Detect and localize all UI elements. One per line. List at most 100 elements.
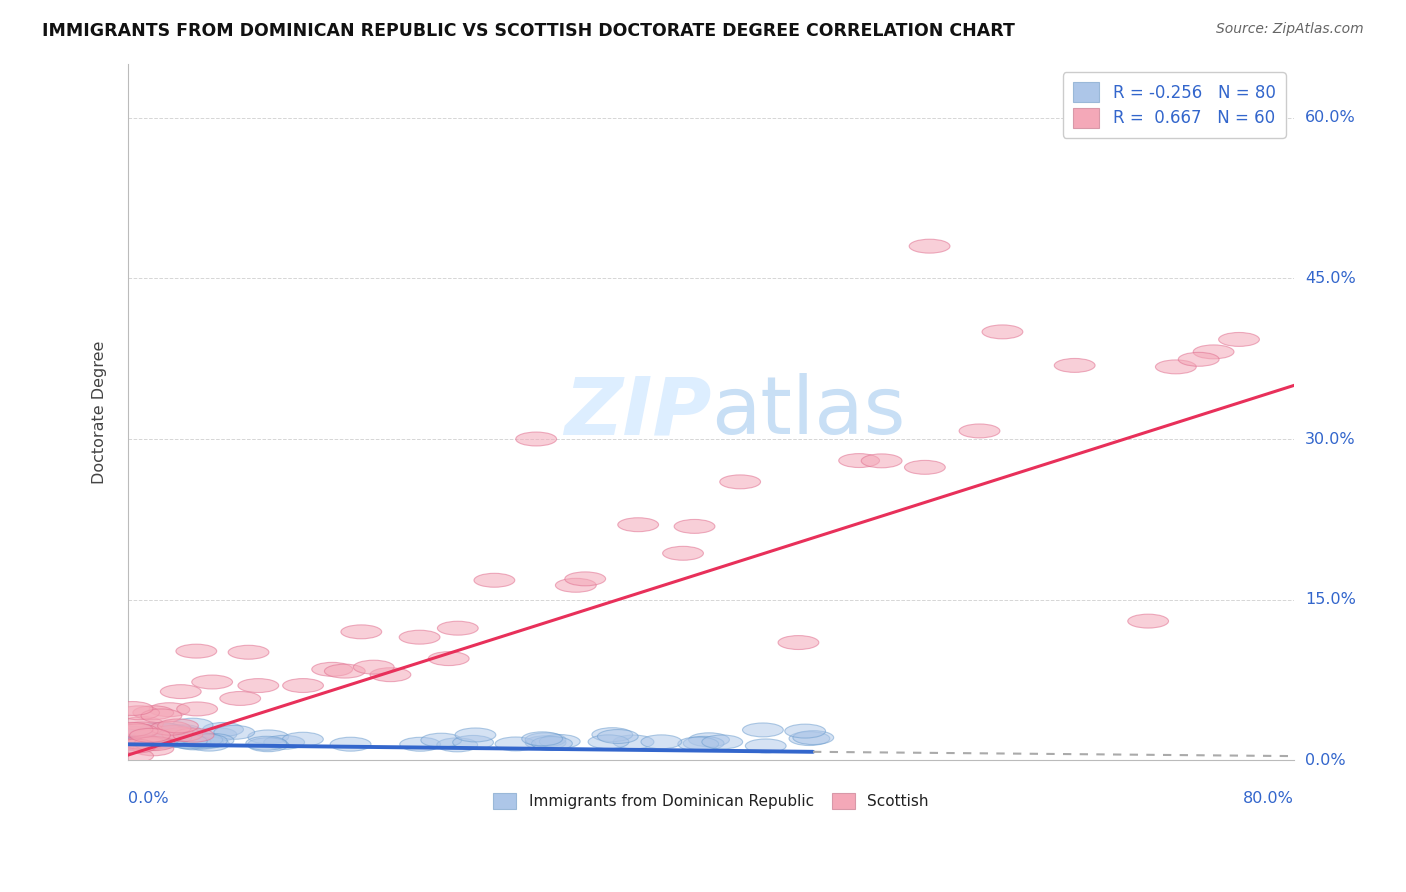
Ellipse shape: [157, 719, 198, 733]
Ellipse shape: [145, 730, 186, 744]
Text: IMMIGRANTS FROM DOMINICAN REPUBLIC VS SCOTTISH DOCTORATE DEGREE CORRELATION CHAR: IMMIGRANTS FROM DOMINICAN REPUBLIC VS SC…: [42, 22, 1015, 40]
Ellipse shape: [183, 735, 224, 749]
Ellipse shape: [330, 737, 371, 751]
Ellipse shape: [531, 737, 572, 750]
Ellipse shape: [162, 724, 202, 739]
Ellipse shape: [689, 733, 730, 747]
Text: 80.0%: 80.0%: [1243, 791, 1294, 806]
Ellipse shape: [187, 734, 228, 747]
Ellipse shape: [112, 701, 153, 715]
Ellipse shape: [641, 735, 682, 748]
Ellipse shape: [778, 636, 818, 649]
Ellipse shape: [1178, 352, 1219, 367]
Ellipse shape: [745, 739, 786, 753]
Ellipse shape: [495, 737, 536, 751]
Ellipse shape: [522, 731, 562, 746]
Ellipse shape: [134, 728, 174, 742]
Ellipse shape: [456, 728, 496, 742]
Ellipse shape: [246, 736, 287, 750]
Ellipse shape: [148, 724, 188, 739]
Ellipse shape: [176, 644, 217, 658]
Ellipse shape: [134, 733, 174, 747]
Ellipse shape: [148, 733, 188, 747]
Ellipse shape: [247, 730, 288, 744]
Ellipse shape: [117, 724, 157, 738]
Ellipse shape: [702, 735, 742, 749]
Ellipse shape: [283, 679, 323, 692]
Text: Source: ZipAtlas.com: Source: ZipAtlas.com: [1216, 22, 1364, 37]
Ellipse shape: [1194, 345, 1234, 359]
Ellipse shape: [132, 706, 174, 720]
Ellipse shape: [127, 735, 167, 748]
Ellipse shape: [125, 737, 166, 751]
Ellipse shape: [555, 578, 596, 592]
Ellipse shape: [188, 737, 229, 751]
Ellipse shape: [959, 424, 1000, 438]
Ellipse shape: [437, 738, 478, 752]
Ellipse shape: [678, 737, 718, 751]
Ellipse shape: [177, 702, 218, 716]
Ellipse shape: [910, 239, 950, 253]
Ellipse shape: [399, 631, 440, 644]
Ellipse shape: [862, 454, 903, 467]
Ellipse shape: [141, 709, 181, 723]
Ellipse shape: [112, 726, 153, 740]
Legend: Immigrants from Dominican Republic, Scottish: Immigrants from Dominican Republic, Scot…: [488, 788, 935, 815]
Text: 30.0%: 30.0%: [1305, 432, 1355, 447]
Ellipse shape: [122, 716, 163, 731]
Ellipse shape: [172, 718, 212, 732]
Ellipse shape: [720, 475, 761, 489]
Ellipse shape: [160, 685, 201, 698]
Ellipse shape: [112, 723, 153, 736]
Ellipse shape: [128, 734, 169, 747]
Ellipse shape: [139, 727, 180, 741]
Ellipse shape: [370, 668, 411, 681]
Ellipse shape: [174, 736, 215, 750]
Ellipse shape: [565, 572, 606, 586]
Text: atlas: atlas: [711, 373, 905, 451]
Ellipse shape: [115, 739, 156, 753]
Ellipse shape: [1054, 359, 1095, 372]
Ellipse shape: [437, 621, 478, 635]
Ellipse shape: [118, 706, 159, 720]
Ellipse shape: [135, 730, 176, 744]
Ellipse shape: [170, 735, 211, 749]
Ellipse shape: [453, 735, 494, 749]
Ellipse shape: [181, 732, 222, 747]
Ellipse shape: [526, 733, 567, 747]
Ellipse shape: [120, 737, 160, 751]
Ellipse shape: [135, 735, 176, 748]
Ellipse shape: [124, 736, 165, 750]
Ellipse shape: [340, 625, 381, 639]
Ellipse shape: [613, 735, 654, 749]
Ellipse shape: [112, 735, 153, 748]
Ellipse shape: [139, 732, 180, 746]
Ellipse shape: [742, 723, 783, 737]
Ellipse shape: [112, 748, 153, 763]
Text: 45.0%: 45.0%: [1305, 271, 1355, 285]
Ellipse shape: [673, 519, 714, 533]
Ellipse shape: [117, 737, 157, 751]
Ellipse shape: [134, 737, 174, 750]
Ellipse shape: [1219, 333, 1260, 346]
Ellipse shape: [785, 724, 825, 738]
Ellipse shape: [141, 723, 181, 737]
Ellipse shape: [150, 731, 191, 744]
Ellipse shape: [1128, 615, 1168, 628]
Ellipse shape: [516, 432, 557, 446]
Ellipse shape: [526, 736, 567, 749]
Ellipse shape: [152, 725, 193, 739]
Ellipse shape: [662, 546, 703, 560]
Ellipse shape: [592, 728, 633, 741]
Text: 0.0%: 0.0%: [1305, 753, 1346, 768]
Ellipse shape: [150, 731, 191, 746]
Ellipse shape: [1156, 359, 1197, 374]
Y-axis label: Doctorate Degree: Doctorate Degree: [93, 341, 107, 483]
Ellipse shape: [195, 728, 236, 741]
Ellipse shape: [238, 679, 278, 692]
Ellipse shape: [219, 691, 260, 706]
Ellipse shape: [214, 725, 254, 739]
Ellipse shape: [122, 738, 163, 751]
Ellipse shape: [129, 732, 170, 747]
Ellipse shape: [136, 731, 177, 746]
